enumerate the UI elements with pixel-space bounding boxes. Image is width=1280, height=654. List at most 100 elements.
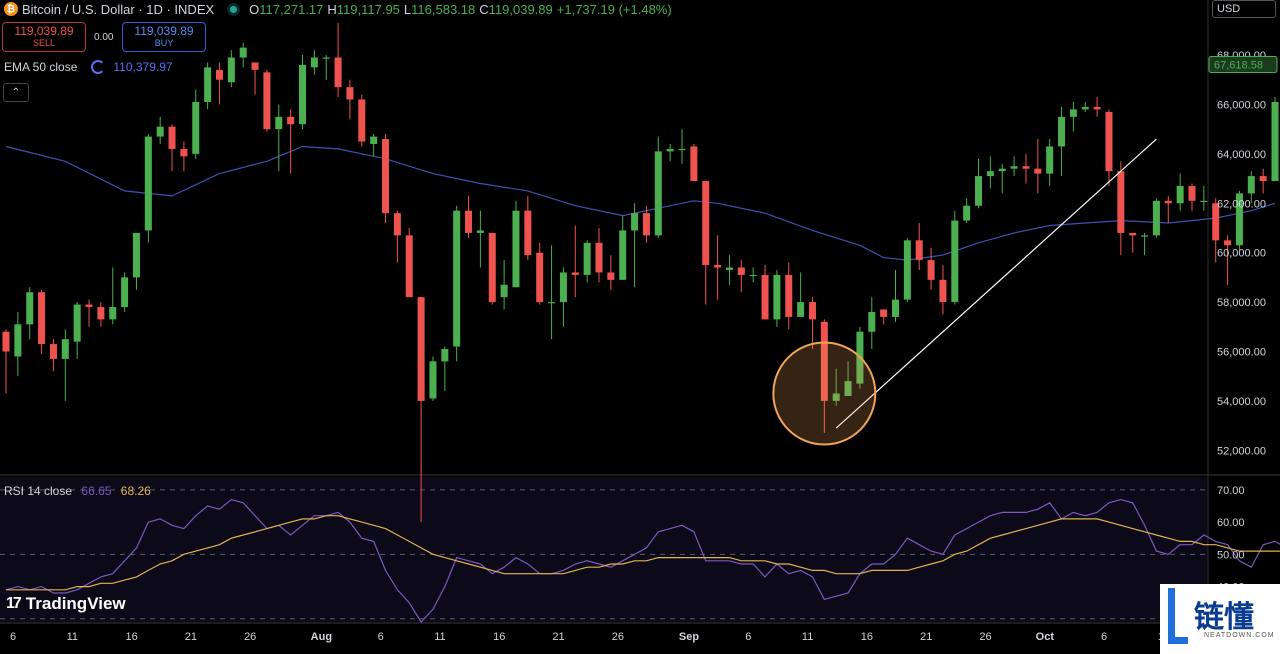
candle-body (156, 126, 164, 137)
watermark-logo-icon (1168, 588, 1188, 644)
x-tick-label: 16 (861, 631, 873, 643)
currency-selector[interactable]: USD (1212, 0, 1276, 18)
high-label: H (327, 1, 337, 17)
grid (0, 0, 1280, 624)
candle-body (192, 101, 200, 154)
candle-body (109, 307, 117, 320)
candle-body (986, 171, 994, 177)
candle-body (915, 240, 923, 261)
sell-button[interactable]: 119,039.89 SELL (2, 22, 86, 52)
candle-body (488, 232, 496, 303)
candle-body (773, 274, 781, 320)
ema-legend[interactable]: EMA 50 close 110,379.97 (4, 60, 173, 74)
x-tick-label: 26 (244, 631, 256, 643)
open-label: O (249, 1, 260, 17)
buy-button[interactable]: 119,039.89 BUY (122, 22, 206, 52)
price-tick-label: 60,000.00 (1217, 248, 1266, 260)
watermark-cn-text: 链懂 (1194, 600, 1254, 635)
candle-body (524, 210, 532, 256)
loading-icon (91, 60, 106, 74)
candle-body (121, 277, 129, 308)
high-value: 119,117.95 (336, 1, 400, 17)
candle-body (1105, 111, 1113, 172)
candle-body (61, 339, 69, 359)
x-tick-label: 21 (920, 631, 932, 643)
rsi-ma-value: 68.26 (120, 484, 151, 498)
candle-body (500, 284, 508, 298)
candle-body (1259, 176, 1267, 182)
rsi-ma-line (6, 515, 1280, 591)
rsi-legend[interactable]: RSI 14 close 66.65 68.26 (4, 484, 151, 498)
candle-body (512, 210, 520, 288)
candle-body (939, 279, 947, 303)
buy-price: 119,039.89 (134, 24, 194, 38)
x-tick-label: 16 (493, 631, 505, 643)
candle-body (951, 220, 959, 303)
rsi-line (5, 498, 1280, 623)
candle-body (714, 265, 722, 268)
rsi-tick-label: 60.00 (1217, 517, 1245, 529)
rsi-panel-bg (0, 477, 1208, 622)
candle-body (1247, 176, 1255, 194)
tradingview-logo[interactable]: 17 TradingView (6, 594, 126, 614)
candle-body (820, 321, 828, 401)
candle-body (346, 87, 354, 100)
watermark-en-text: NEATDOWN.COM (1204, 632, 1275, 639)
symbol-title[interactable]: Bitcoin / U.S. Dollar · 1D · INDEX (22, 1, 215, 17)
candle-body (322, 57, 330, 59)
candle-body (631, 213, 639, 231)
candle-body (642, 213, 650, 236)
candle-body (1046, 146, 1054, 174)
buy-label: BUY (154, 38, 174, 48)
candle-body (14, 324, 22, 357)
rsi-label: RSI 14 close (4, 484, 73, 498)
tradingview-wordmark: TradingView (25, 594, 126, 613)
candle-body (1081, 106, 1089, 110)
candle-body (1200, 200, 1208, 202)
collapse-legend-button[interactable]: ⌃ (3, 83, 29, 102)
candle-body (808, 302, 816, 320)
price-tick-label: 52,000.00 (1217, 445, 1266, 457)
candle-body (382, 139, 390, 214)
candle-body (571, 272, 579, 275)
candle-body (97, 307, 105, 320)
price-tick-label: 62,000.00 (1217, 198, 1266, 210)
candle-body (405, 235, 413, 298)
candle-body (844, 381, 852, 396)
candle-body (702, 181, 710, 266)
sell-price: 119,039.89 (14, 24, 74, 38)
candle-body (654, 151, 662, 236)
x-tick-label: 6 (1101, 631, 1107, 643)
candle-body (429, 361, 437, 399)
x-tick-label: 16 (125, 631, 137, 643)
candle-body (393, 213, 401, 236)
x-tick-label: 11 (67, 631, 78, 643)
x-tick-label: 26 (612, 631, 624, 643)
candle-body (1117, 171, 1125, 233)
candle-body (1224, 240, 1232, 246)
candle-body (287, 116, 295, 125)
price-tick-label: 54,000.00 (1217, 396, 1266, 408)
sell-label: SELL (32, 38, 56, 48)
candle-body (1235, 193, 1243, 246)
candle-body (998, 168, 1006, 172)
candle-body (2, 331, 10, 352)
candle-body (797, 302, 805, 317)
candle-body (737, 267, 745, 275)
candle-body (1141, 235, 1149, 237)
candle-body (26, 292, 34, 325)
candle-body (666, 148, 674, 152)
candle-body (1152, 200, 1160, 236)
candle-body (299, 64, 306, 125)
candle-body (892, 299, 899, 317)
candle-body (1010, 166, 1018, 169)
open-value: 117,271.17 (259, 1, 324, 17)
low-value: 116,583.18 (411, 1, 476, 17)
candle-body (690, 146, 698, 182)
candle-body (559, 272, 567, 303)
candle-body (1176, 185, 1184, 204)
candle-body (1093, 106, 1101, 110)
candle-body (251, 62, 259, 70)
rsi-tick-label: 50.00 (1217, 549, 1245, 561)
